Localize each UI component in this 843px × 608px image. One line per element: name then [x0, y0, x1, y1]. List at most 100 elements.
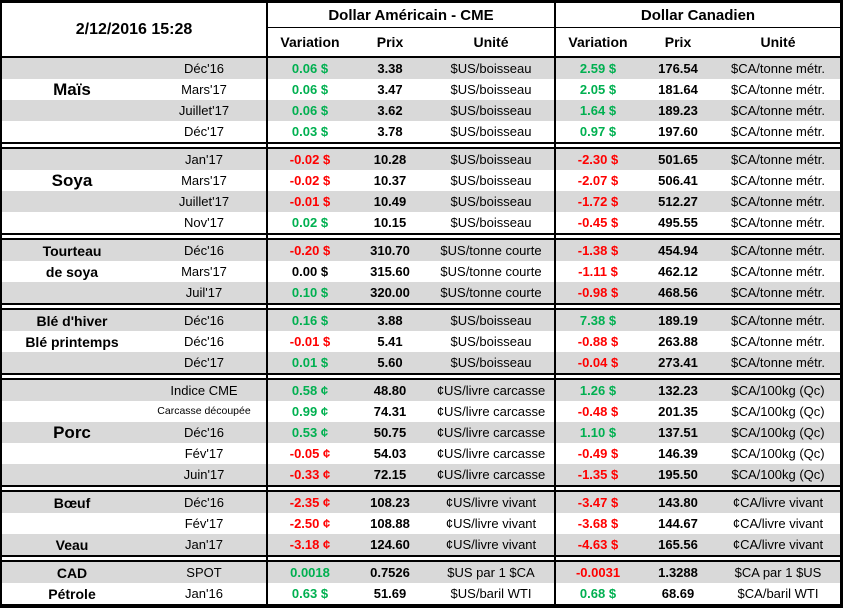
table-row: Bœuf Déc'16 -2.35 ¢ 108.23 ¢US/livre vivant -… [2, 492, 840, 513]
us-unit: ¢US/livre vivant [445, 495, 537, 510]
commodity-label [2, 191, 142, 212]
ca-unit: $CA/tonne métr. [731, 243, 825, 258]
separator-segment [2, 144, 266, 147]
ca-variation: -0.48 $ [554, 401, 640, 422]
us-unit: $US/boisseau [450, 173, 532, 188]
us-unit: ¢US/livre carcasse [436, 446, 546, 461]
us-price: 10.15 [373, 215, 407, 230]
table-row: Fév'17 -2.50 ¢ 108.88 ¢US/livre vivant -3.68… [2, 513, 840, 534]
ca-price: 189.19 [658, 313, 698, 328]
ca-price: 273.41 [658, 355, 698, 370]
ca-variation: -3.68 $ [554, 513, 640, 534]
us-unit: $US/boisseau [450, 82, 532, 97]
us-price: 10.37 [373, 173, 407, 188]
commodity-label: Blé d'hiver [36, 312, 108, 329]
group-separator [2, 233, 840, 240]
ca-price: 201.35 [658, 404, 698, 419]
table-row: CAD SPOT 0.0018 0.7526 $US par 1 $CA -0.0031 1… [2, 562, 840, 583]
us-variation: -2.35 ¢ [266, 492, 352, 513]
us-unit: $US/boisseau [450, 61, 532, 76]
usd-section-header: Dollar Américain - CME Variation Prix Un… [266, 3, 554, 56]
usd-prix-header: Prix [376, 34, 404, 50]
us-price: 3.78 [377, 124, 403, 139]
commodity-label: Veau [55, 536, 89, 553]
ca-variation: -0.45 $ [554, 212, 640, 233]
us-variation: 0.06 $ [266, 100, 352, 121]
group-separator [2, 142, 840, 149]
ca-unit: $CA/100kg (Qc) [731, 425, 825, 440]
table-row: de soya Mars'17 0.00 $ 315.60 $US/tonne cour… [2, 261, 840, 282]
commodity-label [2, 282, 142, 303]
commodity-label [2, 212, 142, 233]
contract-month: Fév'17 [184, 446, 224, 461]
us-price: 3.47 [377, 82, 403, 97]
commodity-label: Porc [53, 423, 91, 442]
separator-segment [554, 487, 840, 490]
table-row: Juil'17 0.10 $ 320.00 $US/tonne courte -0.98… [2, 282, 840, 303]
ca-price: 181.64 [658, 82, 698, 97]
cad-column-labels: Variation Prix Unité [556, 28, 840, 56]
ca-unit: $CA/tonne métr. [731, 173, 825, 188]
ca-variation: 1.64 $ [554, 100, 640, 121]
us-variation: 0.10 $ [266, 282, 352, 303]
ca-price: 189.23 [658, 103, 698, 118]
commodity-label: Pétrole [48, 585, 96, 602]
ca-variation: -2.07 $ [554, 170, 640, 191]
ca-price: 176.54 [658, 61, 698, 76]
commodity-label: de soya [45, 263, 99, 280]
us-variation: 0.01 $ [266, 352, 352, 373]
ca-price: 501.65 [658, 152, 698, 167]
group-separator [2, 303, 840, 310]
us-variation: 0.06 $ [266, 79, 352, 100]
cad-section-header: Dollar Canadien Variation Prix Unité [554, 3, 840, 56]
separator-segment [266, 144, 554, 147]
commodity-label: Tourteau [42, 242, 102, 259]
ca-variation: -0.0031 [554, 562, 640, 583]
table-row: Blé d'hiver Déc'16 0.16 $ 3.88 $US/boisseau 7… [2, 310, 840, 331]
usd-section-title: Dollar Américain - CME [268, 3, 554, 28]
ca-price: 454.94 [658, 243, 698, 258]
us-unit: ¢US/livre vivant [445, 537, 537, 552]
group-separator [2, 373, 840, 380]
separator-segment [266, 557, 554, 560]
contract-month: Mars'17 [181, 173, 227, 188]
us-unit: $US par 1 $CA [447, 565, 535, 580]
us-price: 48.80 [373, 383, 407, 398]
ca-variation: -4.63 $ [554, 534, 640, 555]
ca-unit: $CA/tonne métr. [731, 103, 825, 118]
ca-price: 263.88 [658, 334, 698, 349]
table-row: Jan'17 -0.02 $ 10.28 $US/boisseau -2.30 $ 501… [2, 149, 840, 170]
table-row: Soya Mars'17 -0.02 $ 10.37 $US/boisseau -2.07… [2, 170, 840, 191]
commodity-label [2, 513, 142, 534]
ca-variation: 2.59 $ [554, 58, 640, 79]
table-body: Déc'16 0.06 $ 3.38 $US/boisseau 2.59 $ 176.54… [2, 58, 840, 604]
separator-segment [554, 305, 840, 308]
us-price: 50.75 [373, 425, 407, 440]
us-variation: -3.18 ¢ [266, 534, 352, 555]
us-price: 0.7526 [370, 565, 410, 580]
separator-segment [266, 375, 554, 378]
us-variation: -0.20 $ [266, 240, 352, 261]
contract-month: Jan'17 [185, 152, 223, 167]
contract-month: Déc'16 [183, 313, 225, 328]
us-unit: $US/tonne courte [440, 285, 542, 300]
separator-segment [266, 487, 554, 490]
ca-price: 512.27 [658, 194, 698, 209]
separator-segment [2, 235, 266, 238]
table-row: Porc Déc'16 0.53 ¢ 50.75 ¢US/livre carcasse 1… [2, 422, 840, 443]
contract-month: Juillet'17 [178, 194, 230, 209]
contract-month: Déc'16 [183, 425, 225, 440]
table-row: Fév'17 -0.05 ¢ 54.03 ¢US/livre carcasse -0.4… [2, 443, 840, 464]
ca-unit: $CA/tonne métr. [731, 285, 825, 300]
us-unit: ¢US/livre vivant [445, 516, 537, 531]
ca-variation: -0.98 $ [554, 282, 640, 303]
usd-variation-header: Variation [280, 34, 340, 50]
us-unit: $US/boisseau [450, 355, 532, 370]
table-row: Pétrole Jan'16 0.63 $ 51.69 $US/baril WTI 0.6… [2, 583, 840, 604]
ca-unit: $CA/tonne métr. [731, 194, 825, 209]
contract-month: Déc'16 [183, 495, 225, 510]
us-variation: -2.50 ¢ [266, 513, 352, 534]
ca-price: 132.23 [658, 383, 698, 398]
ca-unit: ¢CA/livre vivant [732, 495, 824, 510]
us-price: 108.23 [370, 495, 410, 510]
